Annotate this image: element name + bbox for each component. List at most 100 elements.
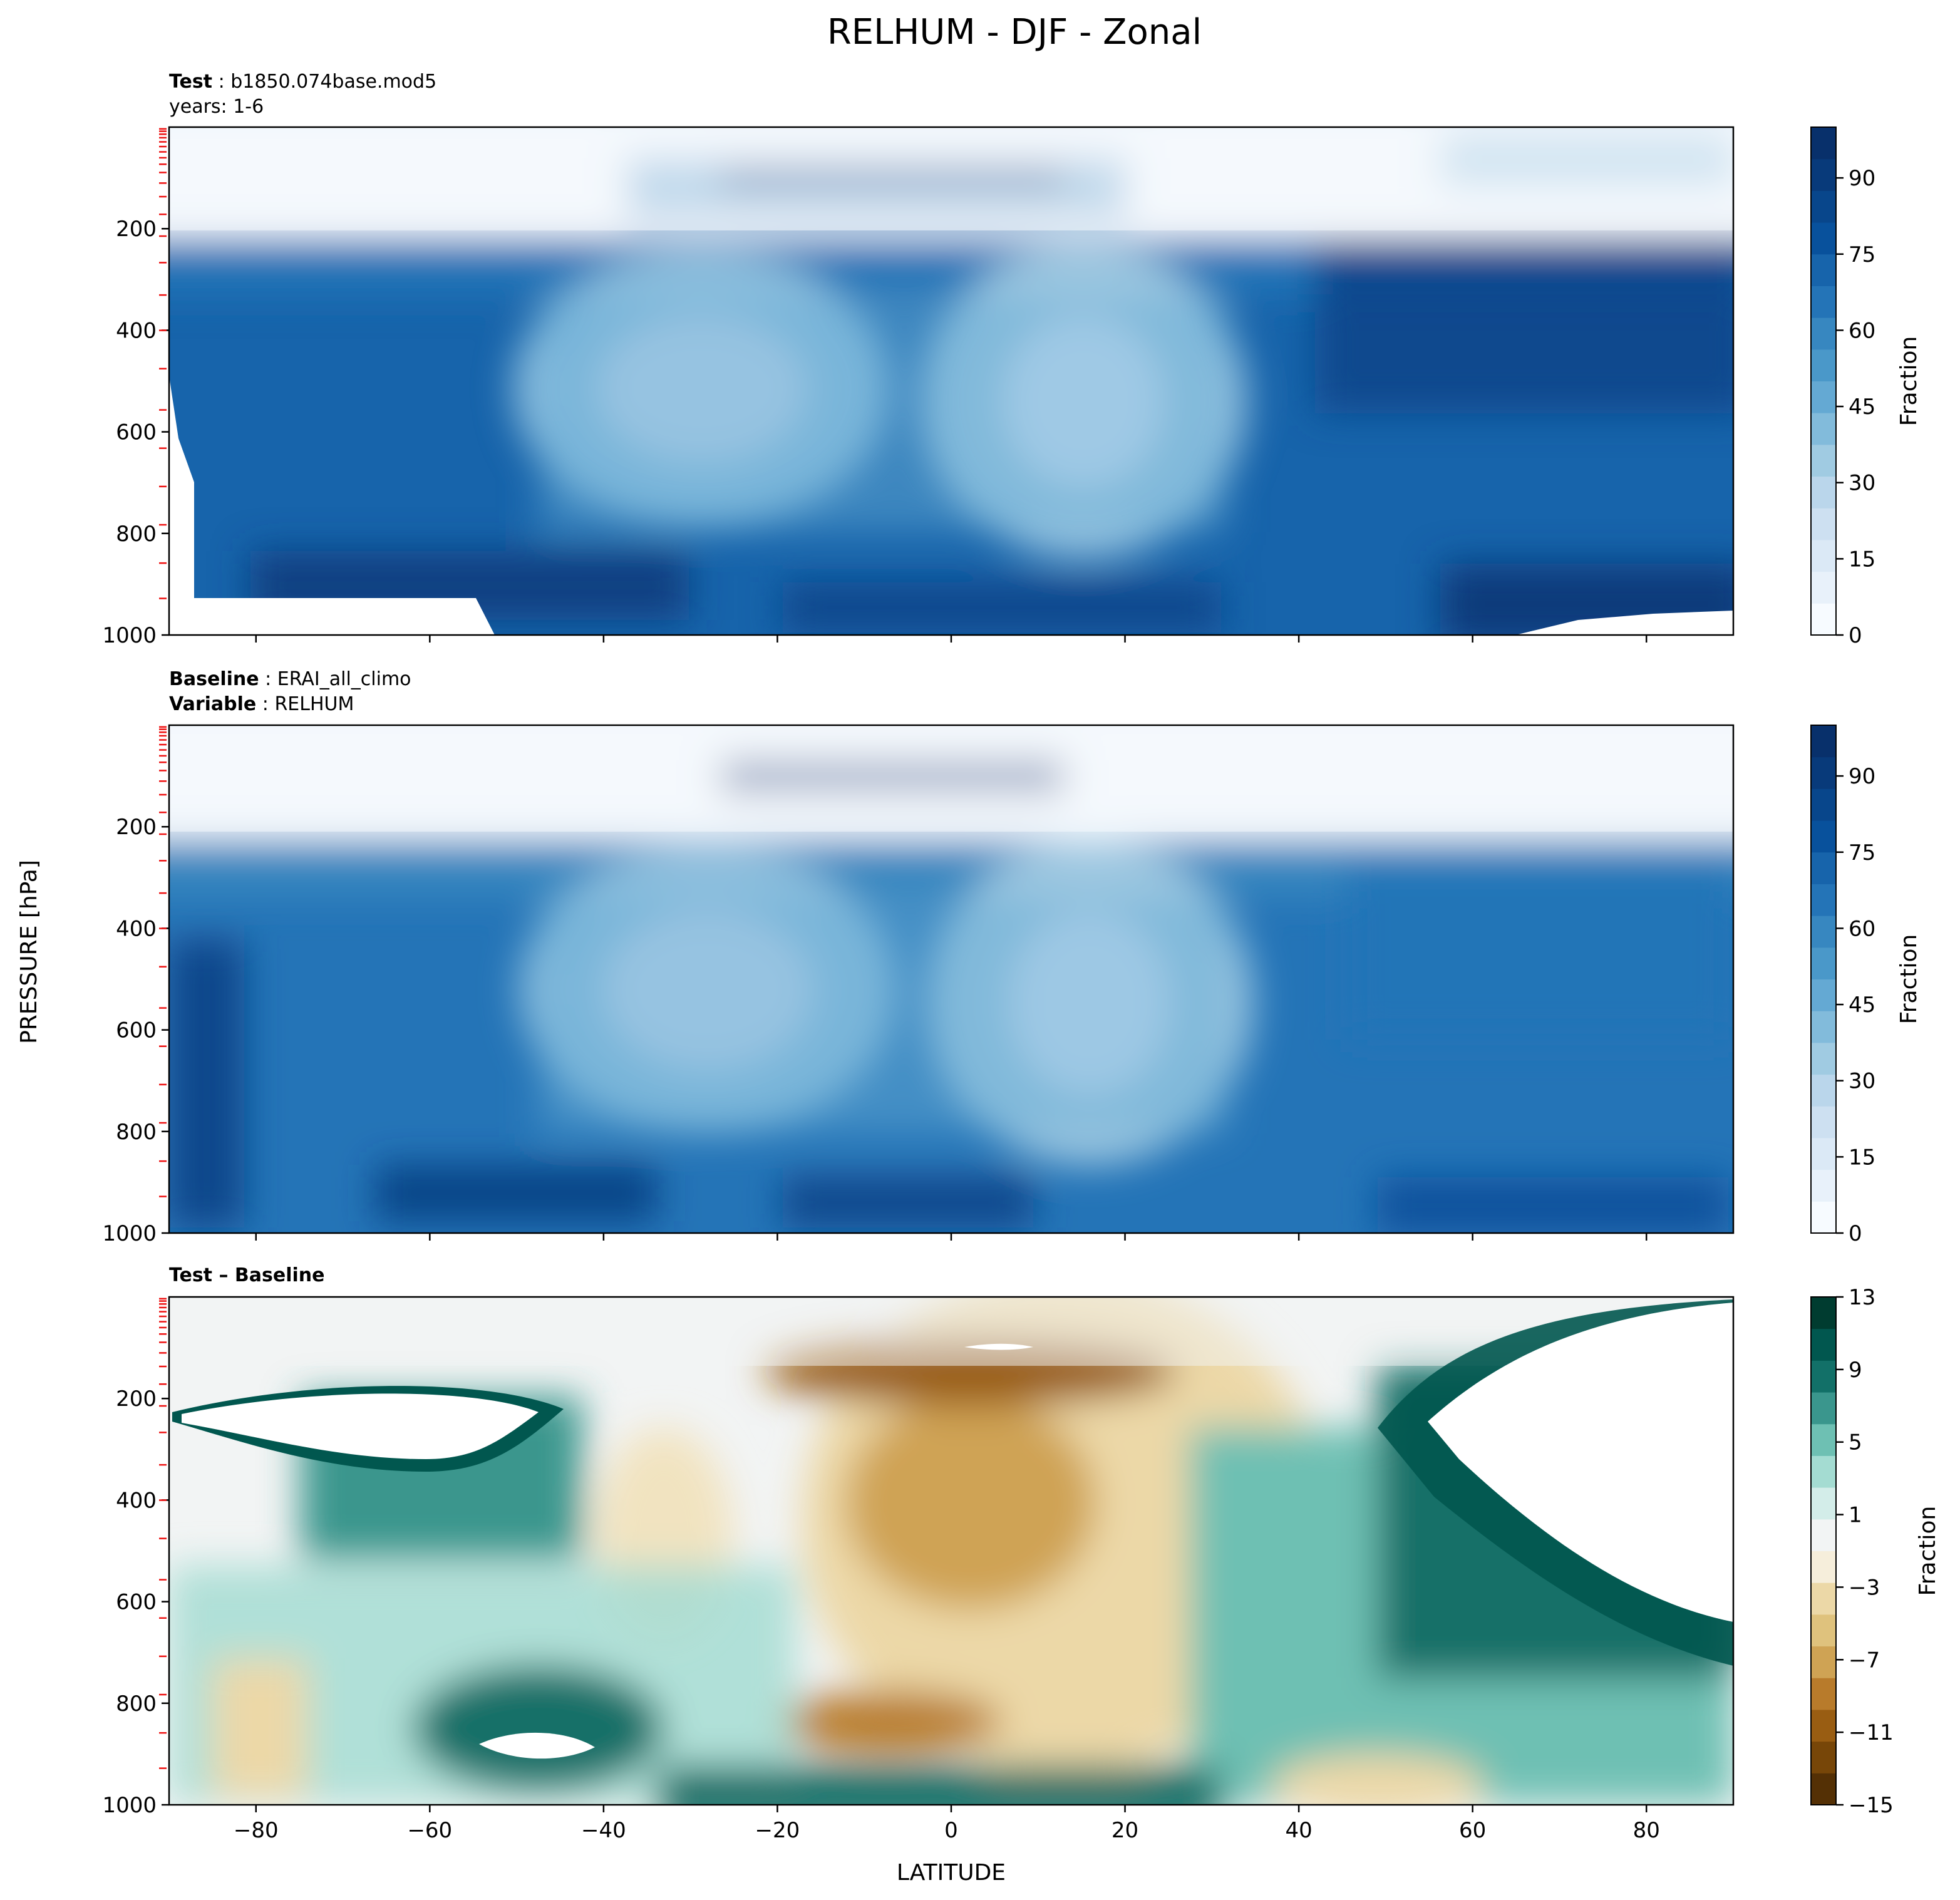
x-tick-label: 80: [1633, 1818, 1660, 1843]
colorbar-tick-label: 45: [1849, 395, 1875, 420]
figure-title: RELHUM - DJF - Zonal: [827, 12, 1202, 53]
colorbar-tick-label: −3: [1849, 1575, 1880, 1600]
y-tick-label: 800: [116, 522, 157, 547]
colorbar-segment: [1811, 947, 1836, 979]
colorbar-frame: [1810, 725, 1837, 1234]
panel-test-meta-2: years: 1-6: [169, 96, 264, 118]
y-tick-label: 400: [116, 1488, 157, 1513]
y-tick-label: 800: [116, 1120, 157, 1145]
colorbar-segment: [1811, 852, 1836, 884]
colorbar-segment: [1811, 476, 1836, 509]
colorbar-segment: [1811, 1582, 1836, 1615]
colorbar-segment: [1811, 1773, 1836, 1805]
panel-test-colorbar: 0 15 30 45 60 75 90 Fraction: [1810, 126, 1922, 648]
colorbar-segment: [1811, 1106, 1836, 1138]
colorbar-segment: [1811, 1011, 1836, 1043]
panel-diff: Test – Baseline: [102, 1264, 1941, 1843]
colorbar-label: Fraction: [1896, 934, 1922, 1025]
colorbar-tick-label: 45: [1849, 993, 1875, 1018]
colorbar-tick-label: 75: [1849, 840, 1875, 865]
x-tick-label: 0: [944, 1818, 958, 1843]
y-tick-label: 200: [116, 815, 157, 840]
colorbar-segment: [1811, 1551, 1836, 1583]
colorbar-segment: [1811, 222, 1836, 255]
y-tick-label: 600: [116, 1018, 157, 1043]
colorbar-frame: [1810, 1296, 1837, 1805]
colorbar-tick-label: 9: [1849, 1358, 1862, 1383]
panel-baseline-meta-1: Baseline : ERAI_all_climo: [169, 668, 411, 690]
colorbar-tick-label: 60: [1849, 916, 1875, 941]
panel-test-y-ticks: 200 400 600 800 1000: [102, 128, 169, 648]
colorbar-segment: [1811, 756, 1836, 789]
colorbar-segment: [1811, 318, 1836, 350]
colorbar-segment: [1811, 1169, 1836, 1202]
y-tick-label: 200: [116, 1386, 157, 1412]
colorbar-segment: [1811, 1328, 1836, 1361]
panel-test: Test : b1850.074base.mod5 years: 1-6: [102, 71, 1922, 648]
panel-test-meta-1: Test : b1850.074base.mod5: [169, 71, 436, 93]
colorbar-segment: [1811, 1360, 1836, 1393]
colorbar-segment: [1811, 788, 1836, 821]
colorbar-segment: [1811, 1392, 1836, 1425]
x-tick-label: 60: [1459, 1818, 1486, 1843]
panel-baseline-colorbar: 0 15 30 45 60 75 90 Fraction: [1810, 725, 1922, 1246]
y-tick-label: 1000: [102, 623, 157, 648]
colorbar-label: Fraction: [1896, 336, 1922, 426]
colorbar-segment: [1811, 349, 1836, 381]
colorbar-segment: [1811, 603, 1836, 636]
x-tick-label: 40: [1285, 1818, 1312, 1843]
colorbar-segment: [1811, 1297, 1836, 1329]
colorbar-tick-label: 13: [1849, 1285, 1875, 1310]
x-axis-label: LATITUDE: [897, 1860, 1006, 1886]
colorbar-segment: [1811, 508, 1836, 540]
y-tick-label: 200: [116, 217, 157, 242]
colorbar-tick-label: 1: [1849, 1503, 1862, 1528]
colorbar-tick-label: 15: [1849, 547, 1875, 572]
colorbar-segment: [1811, 1074, 1836, 1107]
colorbar-tick-label: 30: [1849, 1069, 1875, 1094]
panel-diff-meta-1: Test – Baseline: [169, 1264, 325, 1286]
colorbar-segment: [1811, 1519, 1836, 1551]
y-tick-label: 400: [116, 318, 157, 343]
colorbar-segment: [1811, 381, 1836, 413]
panel-diff-y-ticks: 200 400 600 800 1000: [102, 1298, 169, 1818]
colorbar-tick-label: −11: [1849, 1720, 1894, 1745]
y-tick-label: 800: [116, 1691, 157, 1717]
colorbar-segment: [1811, 1423, 1836, 1456]
x-tick-label: −40: [581, 1818, 626, 1843]
colorbar-segment: [1811, 884, 1836, 916]
x-tick-label: −80: [234, 1818, 279, 1843]
colorbar-tick-label: −15: [1849, 1793, 1894, 1818]
colorbar-segment: [1811, 413, 1836, 445]
colorbar-frame: [1810, 126, 1837, 636]
colorbar-segment: [1811, 1709, 1836, 1742]
y-axis-label: PRESSURE [hPa]: [16, 860, 42, 1044]
colorbar-segment: [1811, 444, 1836, 477]
x-tick-label: −20: [755, 1818, 800, 1843]
colorbar-segment: [1811, 1741, 1836, 1774]
colorbar-tick-label: 5: [1849, 1430, 1862, 1455]
colorbar-segment: [1811, 254, 1836, 286]
panel-baseline-y-ticks: 200 400 600 800 1000: [102, 726, 169, 1246]
colorbar-segment: [1811, 1137, 1836, 1170]
y-tick-label: 1000: [102, 1793, 157, 1818]
colorbar-segment: [1811, 1455, 1836, 1488]
panel-baseline-x-ticks: [255, 1233, 1648, 1241]
panel-diff-heatmap: [169, 1297, 1733, 1805]
y-tick-label: 600: [116, 1590, 157, 1615]
colorbar-segment: [1811, 1646, 1836, 1678]
panel-diff-x-ticks: −80 −60 −40 −20 0 20 40 60 80: [234, 1805, 1660, 1843]
colorbar-segment: [1811, 1678, 1836, 1710]
panel-test-x-ticks: [255, 635, 1648, 643]
colorbar-segment: [1811, 979, 1836, 1011]
colorbar-segment: [1811, 1042, 1836, 1075]
panel-diff-colorbar: −15 −11 −7 −3 1 5 9 13 Fraction: [1810, 1285, 1941, 1818]
y-tick-label: 1000: [102, 1221, 157, 1246]
colorbar-tick-label: 0: [1849, 1221, 1862, 1246]
colorbar-tick-label: 0: [1849, 623, 1862, 648]
colorbar-tick-label: 15: [1849, 1145, 1875, 1170]
colorbar-segment: [1811, 190, 1836, 223]
colorbar-segment: [1811, 725, 1836, 758]
colorbar-segment: [1811, 571, 1836, 604]
panel-test-heatmap: [169, 127, 1733, 635]
